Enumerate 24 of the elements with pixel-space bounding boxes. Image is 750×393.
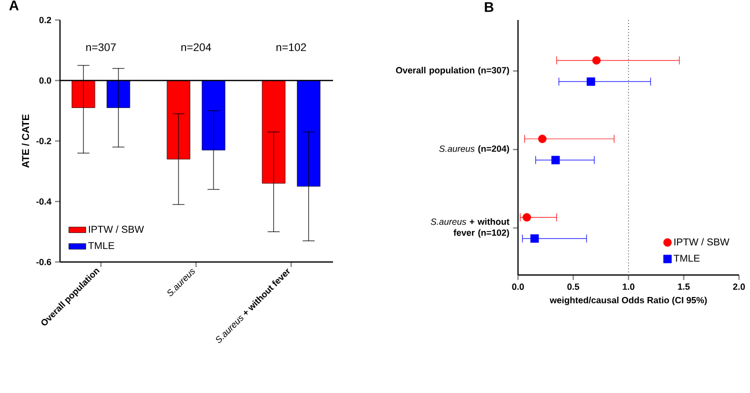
- legend-label: TMLE: [674, 254, 700, 262]
- annotation: n=102: [276, 43, 306, 52]
- chart-title: B: [484, 2, 494, 12]
- y-tick-label: Overall population (n=307): [396, 66, 510, 76]
- x-tick-label: 2.0: [733, 284, 745, 290]
- y-tick-label: -0.6: [36, 258, 52, 266]
- x-tick-label: 1.5: [678, 284, 690, 290]
- x-tick-label: 0.5: [567, 284, 580, 290]
- annotation: n=307: [86, 43, 116, 52]
- y-tick-label: S.aureus (n=204): [439, 145, 510, 154]
- y-tick-label: -0.2: [36, 138, 52, 144]
- chart-title: A: [9, 0, 19, 10]
- y-axis-title: ATE / CATE: [22, 114, 30, 168]
- x-tick-label: 1.0: [622, 284, 634, 290]
- x-axis-title: weighted/causal Odds Ratio (CI 95%): [550, 296, 707, 306]
- annotation: n=204: [181, 43, 212, 52]
- y-tick-label: S.aureus + without fever (n=102): [430, 218, 510, 238]
- x-tick-label: 0.0: [512, 284, 524, 290]
- y-tick-label: -0.4: [36, 198, 52, 205]
- y-tick-label: 0.2: [39, 16, 52, 24]
- y-tick-label: 0.0: [39, 77, 52, 84]
- legend-label: TMLE: [88, 242, 114, 250]
- legend-label: IPTW / SBW: [674, 238, 730, 246]
- legend-label: IPTW / SBW: [88, 226, 144, 233]
